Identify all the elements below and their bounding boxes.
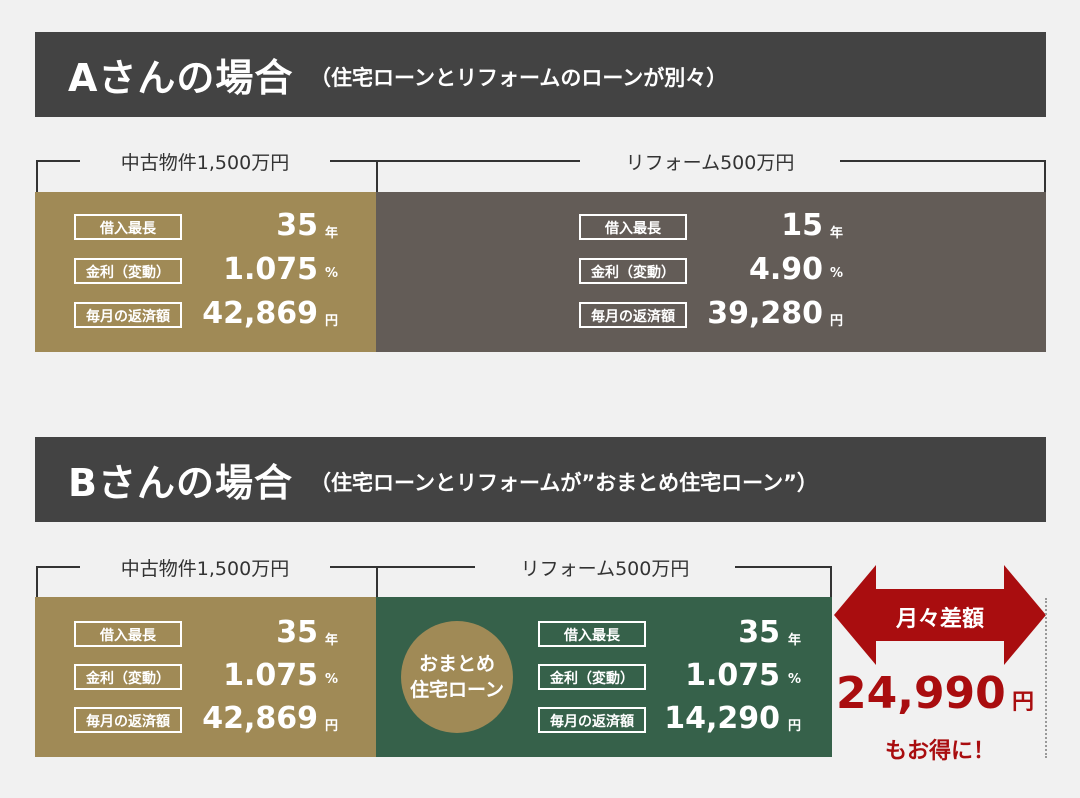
payment-label: 毎月の返済額	[579, 302, 687, 328]
double-arrow-icon	[834, 565, 1046, 665]
term-value: 35	[738, 615, 780, 650]
term-label: 借入最長	[538, 621, 646, 647]
term-unit: 年	[325, 226, 339, 241]
omatome-loan-badge: おまとめ 住宅ローン	[401, 621, 513, 733]
section-a-left-panel: 借入最長 35 年 金利（変動） 1.075 % 毎月の返済額 42,869 円	[35, 192, 376, 352]
term-unit: 年	[830, 226, 844, 241]
payment-value: 42,869	[202, 701, 318, 736]
rate-value: 4.90	[748, 252, 823, 287]
rate-label: 金利（変動）	[579, 258, 687, 284]
payment-value: 42,869	[202, 296, 318, 331]
section-a-title: Aさんの場合	[68, 56, 294, 100]
rate-label: 金利（変動）	[538, 664, 646, 690]
section-b-banner: Bさんの場合 （住宅ローンとリフォームが”おまとめ住宅ローン”）	[35, 437, 1046, 522]
payment-unit: 円	[788, 719, 802, 734]
term-unit: 年	[788, 633, 802, 648]
payment-label: 毎月の返済額	[74, 302, 182, 328]
term-value: 35	[276, 208, 318, 243]
section-b-left-label: 中古物件1,500万円	[80, 554, 330, 581]
difference-value: 24,990	[836, 668, 1006, 719]
rate-value: 1.075	[223, 658, 318, 693]
payment-label: 毎月の返済額	[538, 707, 646, 733]
divider-line	[1045, 598, 1047, 758]
section-b-title: Bさんの場合	[68, 461, 293, 505]
section-a-banner: Aさんの場合 （住宅ローンとリフォームのローンが別々）	[35, 32, 1046, 117]
badge-line-1: おまとめ	[418, 653, 495, 675]
rate-unit: %	[325, 672, 339, 687]
section-a-left-label: 中古物件1,500万円	[80, 148, 330, 175]
difference-unit: 円	[1012, 690, 1035, 715]
term-value: 35	[276, 615, 318, 650]
section-a-right-panel: 借入最長 15 年 金利（変動） 4.90 % 毎月の返済額 39,280 円	[376, 192, 1046, 352]
section-a-subtitle: （住宅ローンとリフォームのローンが別々）	[310, 66, 728, 90]
section-b-left-panel: 借入最長 35 年 金利（変動） 1.075 % 毎月の返済額 42,869 円	[35, 597, 376, 757]
term-unit: 年	[325, 633, 339, 648]
payment-unit: 円	[325, 719, 339, 734]
section-a-right-label: リフォーム500万円	[580, 148, 840, 175]
payment-value: 14,290	[664, 701, 780, 736]
section-b-subtitle: （住宅ローンとリフォームが”おまとめ住宅ローン”）	[310, 471, 818, 495]
term-label: 借入最長	[74, 621, 182, 647]
rate-label: 金利（変動）	[74, 258, 182, 284]
rate-value: 1.075	[223, 252, 318, 287]
difference-note: もお得に！	[884, 739, 995, 764]
term-label: 借入最長	[74, 214, 182, 240]
badge-line-2: 住宅ローン	[409, 679, 505, 701]
payment-value: 39,280	[707, 296, 823, 331]
difference-label: 月々差額	[895, 607, 984, 632]
rate-unit: %	[325, 266, 339, 281]
payment-unit: 円	[830, 314, 844, 329]
rate-label: 金利（変動）	[74, 664, 182, 690]
rate-unit: %	[788, 672, 802, 687]
rate-unit: %	[830, 266, 844, 281]
term-label: 借入最長	[579, 214, 687, 240]
payment-label: 毎月の返済額	[74, 707, 182, 733]
section-b-right-panel: おまとめ 住宅ローン 借入最長 35 年 金利（変動） 1.075 % 毎月の返…	[376, 597, 832, 757]
payment-unit: 円	[325, 314, 339, 329]
rate-value: 1.075	[685, 658, 780, 693]
term-value: 15	[781, 208, 823, 243]
section-b-right-label: リフォーム500万円	[475, 554, 735, 581]
